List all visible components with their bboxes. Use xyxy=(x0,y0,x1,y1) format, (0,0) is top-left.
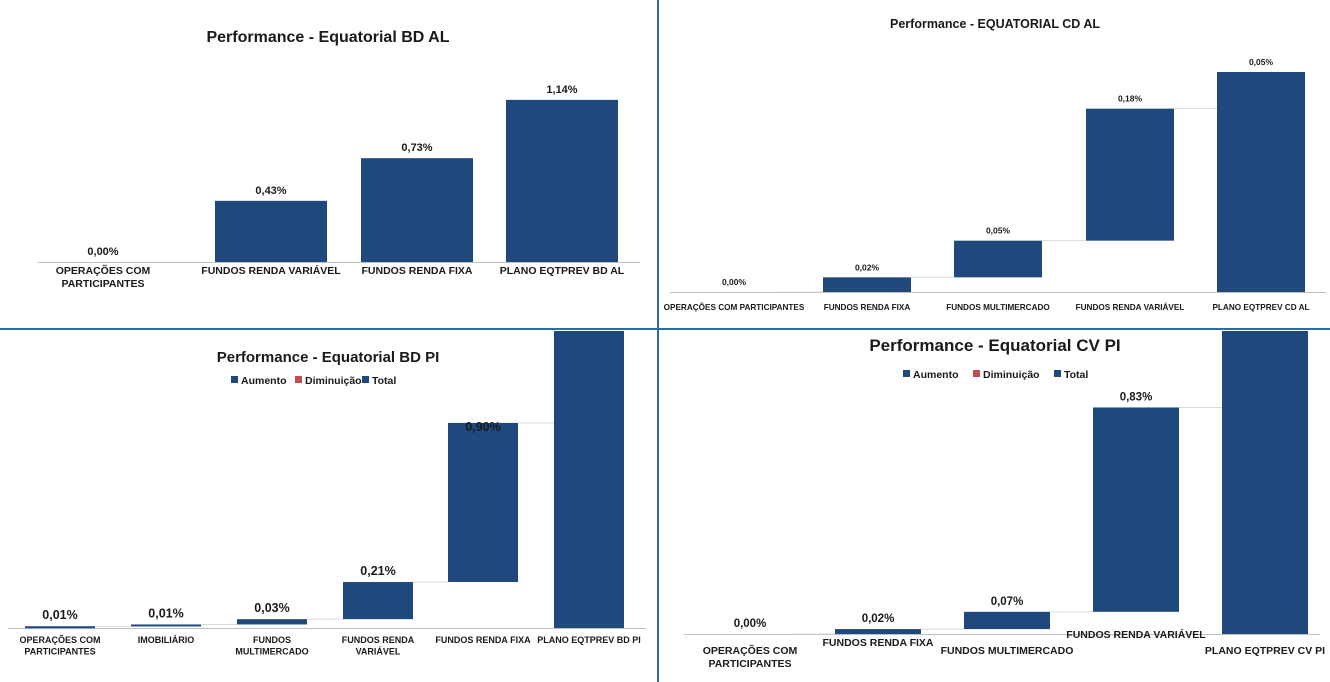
chart-panel-cv-pi: Performance - Equatorial CV PI Aumento Dim… xyxy=(660,331,1330,682)
category-label: FUNDOS MULTIMERCADO xyxy=(235,635,308,656)
legend-entry: Total xyxy=(372,375,396,387)
category-label: PLANO EQTPREV BD PI xyxy=(537,635,641,645)
data-label: 0,02% xyxy=(862,613,895,625)
data-label: 0,18% xyxy=(1118,94,1143,104)
bar xyxy=(361,158,473,262)
horizontal-divider xyxy=(0,328,1330,330)
data-label: 1,14% xyxy=(546,84,577,96)
category-label: OPERAÇÕES COM PARTICIPANTES xyxy=(703,644,798,670)
legend-swatch xyxy=(903,370,910,377)
legend-swatch xyxy=(1054,370,1061,377)
category-label: FUNDOS RENDA VARIÁVEL xyxy=(1076,302,1185,312)
bar xyxy=(215,200,327,262)
category-label: PLANO EQTPREV CD AL xyxy=(1212,303,1309,312)
chart-bd-al: Performance - Equatorial BD AL 0,00% OPERA… xyxy=(38,29,640,290)
data-label: 0,73% xyxy=(401,142,432,154)
chart-cv-pi: Performance - Equatorial CV PI Aumento Dim… xyxy=(684,331,1325,670)
legend-swatch xyxy=(295,376,302,383)
category-label: FUNDOS RENDA FIXA xyxy=(824,303,911,312)
category-label: FUNDOS RENDA VARIÁVEL xyxy=(342,635,415,656)
category-label: FUNDOS RENDA VARIÁVEL xyxy=(1066,628,1206,641)
chart-title: Performance - Equatorial BD PI xyxy=(217,349,440,366)
bar xyxy=(1086,108,1174,241)
legend-entry: Diminuição xyxy=(305,375,362,387)
bar xyxy=(954,240,1042,278)
bar xyxy=(343,582,413,620)
data-label: 0,01% xyxy=(148,606,183,620)
category-label: FUNDOS MULTIMERCADO xyxy=(946,303,1050,312)
data-label: 0,03% xyxy=(254,601,289,615)
data-label: 0,00% xyxy=(87,246,118,258)
category-label: PLANO EQTPREV BD AL xyxy=(500,265,625,277)
data-label: 0,43% xyxy=(255,185,286,197)
bar xyxy=(1093,407,1179,612)
data-label: 0,01% xyxy=(42,608,77,622)
bar xyxy=(25,626,95,629)
bar xyxy=(964,611,1050,630)
bar xyxy=(823,277,911,292)
category-label: FUNDOS RENDA FIXA xyxy=(822,637,933,649)
bar xyxy=(554,331,624,628)
category-label: FUNDOS RENDA VARIÁVEL xyxy=(201,264,341,277)
data-label: 0,07% xyxy=(991,596,1024,608)
chart-cd-al: Performance - EQUATORIAL CD AL 0,00% OPERA… xyxy=(664,17,1326,312)
chart-panel-cd-al: Performance - EQUATORIAL CD AL 0,00% OPERA… xyxy=(660,0,1330,328)
legend-entry: Total xyxy=(1064,369,1088,381)
bar xyxy=(1222,331,1308,634)
data-label: 0,00% xyxy=(734,618,767,630)
data-label: 0,02% xyxy=(855,262,880,272)
chart-title: Performance - EQUATORIAL CD AL xyxy=(890,17,1100,31)
category-label: FUNDOS RENDA FIXA xyxy=(361,265,472,277)
legend-swatch xyxy=(362,376,369,383)
bar xyxy=(506,99,618,262)
chart-title: Performance - Equatorial BD AL xyxy=(206,29,449,46)
data-label: 0,90% xyxy=(465,420,500,434)
category-label: IMOBILIÁRIO xyxy=(138,635,195,645)
category-label: PLANO EQTPREV CV PI xyxy=(1205,645,1325,657)
bar xyxy=(237,619,307,625)
legend-entry: Aumento xyxy=(241,375,287,387)
bar xyxy=(448,422,518,583)
bar xyxy=(1217,72,1305,292)
legend-swatch xyxy=(231,376,238,383)
legend-swatch xyxy=(973,370,980,377)
data-label: 0,21% xyxy=(360,564,395,578)
category-label: OPERAÇÕES COM PARTICIPANTES xyxy=(19,635,100,656)
chart-panel-bd-pi: Performance - Equatorial BD PI Aumento Dim… xyxy=(0,331,656,682)
category-label: FUNDOS RENDA FIXA xyxy=(435,635,531,645)
legend-entry: Diminuição xyxy=(983,369,1040,381)
vertical-divider xyxy=(657,0,659,682)
data-label: 0,83% xyxy=(1120,391,1153,403)
category-label: FUNDOS MULTIMERCADO xyxy=(941,645,1074,657)
legend-entry: Aumento xyxy=(913,369,959,381)
data-label: 0,00% xyxy=(722,277,747,287)
bar xyxy=(835,629,921,634)
category-label: OPERAÇÕES COM PARTICIPANTES xyxy=(56,264,151,290)
data-label: 0,05% xyxy=(986,226,1011,236)
bar xyxy=(131,624,201,627)
category-label: OPERAÇÕES COM PARTICIPANTES xyxy=(664,302,805,312)
chart-bd-pi: Performance - Equatorial BD PI Aumento Dim… xyxy=(8,331,646,656)
chart-panel-bd-al: Performance - Equatorial BD AL 0,00% OPERA… xyxy=(0,0,656,328)
chart-title: Performance - Equatorial CV PI xyxy=(869,336,1120,355)
data-label: 0,05% xyxy=(1249,57,1274,67)
